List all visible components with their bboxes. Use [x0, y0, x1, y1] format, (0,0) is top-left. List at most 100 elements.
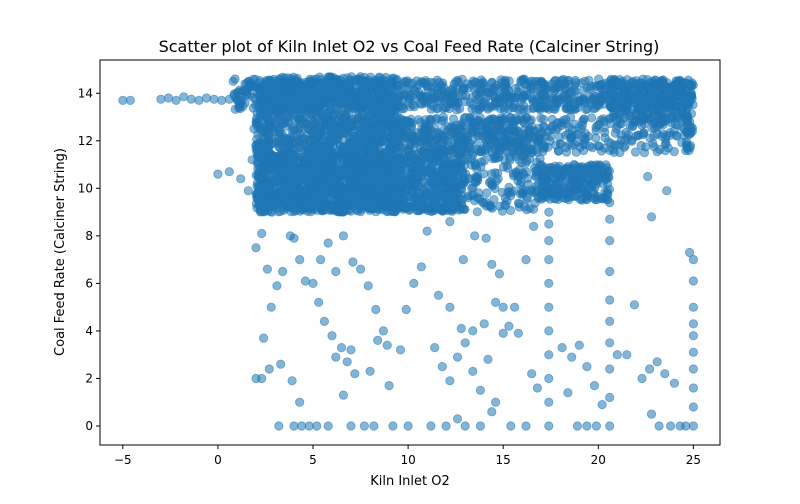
data-point [516, 75, 526, 85]
data-point [416, 165, 426, 175]
data-point [315, 255, 326, 265]
data-point [276, 187, 286, 197]
data-point [379, 188, 389, 199]
data-point [490, 183, 500, 194]
data-point [320, 125, 330, 135]
data-point [442, 136, 452, 146]
data-point [655, 92, 665, 102]
data-point [388, 205, 398, 215]
data-point [233, 87, 244, 97]
data-point [586, 163, 596, 173]
data-point [474, 116, 484, 126]
data-point [323, 238, 333, 248]
data-point [610, 76, 620, 86]
data-point [528, 84, 538, 94]
data-point [521, 167, 532, 177]
data-point [426, 116, 436, 126]
data-point [490, 168, 500, 178]
data-point [553, 96, 564, 106]
data-point [392, 177, 403, 187]
data-point [498, 92, 508, 102]
data-point [652, 129, 663, 139]
data-point [266, 302, 276, 312]
data-point [304, 79, 315, 90]
data-point [448, 147, 458, 157]
data-point [518, 117, 529, 127]
data-point [252, 113, 262, 123]
data-point [506, 188, 516, 198]
data-point [255, 183, 265, 193]
data-point [369, 421, 379, 431]
data-points [118, 72, 699, 431]
data-point [491, 176, 501, 186]
data-point [506, 421, 516, 431]
data-point [287, 376, 297, 386]
data-point [356, 204, 366, 214]
data-point [311, 92, 321, 102]
data-point [284, 152, 294, 162]
data-point [310, 148, 320, 158]
data-point [358, 98, 368, 108]
data-point [544, 397, 554, 407]
data-point [593, 101, 604, 111]
data-point [329, 136, 339, 147]
data-point [329, 93, 339, 103]
data-point [544, 421, 554, 431]
data-point [459, 160, 469, 171]
data-point [347, 161, 357, 171]
data-point [460, 421, 470, 431]
data-point [255, 84, 265, 94]
data-point [581, 104, 591, 115]
data-point [329, 122, 339, 132]
data-point [372, 202, 382, 213]
data-point [478, 77, 488, 87]
data-point [422, 226, 432, 236]
data-point [481, 197, 491, 207]
data-point [336, 342, 347, 353]
data-point [513, 176, 523, 186]
data-point [480, 134, 490, 145]
data-point [348, 143, 358, 153]
data-point [325, 174, 335, 184]
data-point [397, 155, 407, 165]
data-point [217, 95, 227, 106]
data-point [261, 76, 272, 86]
data-point [308, 278, 318, 288]
data-point [604, 166, 615, 176]
data-point [329, 161, 339, 171]
data-point [384, 113, 395, 123]
data-point [409, 278, 419, 288]
data-point [506, 137, 516, 147]
data-point [601, 174, 611, 184]
data-point [463, 191, 473, 201]
data-point [320, 115, 330, 125]
data-point [482, 188, 492, 198]
data-point [266, 104, 276, 114]
data-point [251, 74, 261, 85]
data-point [404, 93, 414, 103]
data-point [472, 193, 482, 203]
data-point [328, 203, 338, 213]
data-point [393, 97, 403, 107]
data-point [324, 79, 334, 89]
data-point [237, 96, 247, 106]
data-point [586, 113, 597, 123]
data-point [482, 125, 492, 135]
data-point [549, 164, 560, 174]
data-point [427, 94, 437, 104]
data-point [468, 366, 478, 376]
data-point [384, 144, 394, 154]
data-point [387, 73, 397, 84]
data-point [262, 202, 272, 212]
data-point [641, 142, 651, 152]
data-point [179, 92, 189, 102]
data-point [363, 281, 373, 291]
data-point [544, 207, 554, 217]
data-point [417, 147, 427, 157]
data-point [504, 321, 514, 331]
data-point [243, 186, 253, 196]
data-point [249, 124, 259, 134]
chart-title: Scatter plot of Kiln Inlet O2 vs Coal Fe… [159, 37, 660, 56]
data-point [479, 169, 489, 179]
data-point [676, 112, 686, 122]
